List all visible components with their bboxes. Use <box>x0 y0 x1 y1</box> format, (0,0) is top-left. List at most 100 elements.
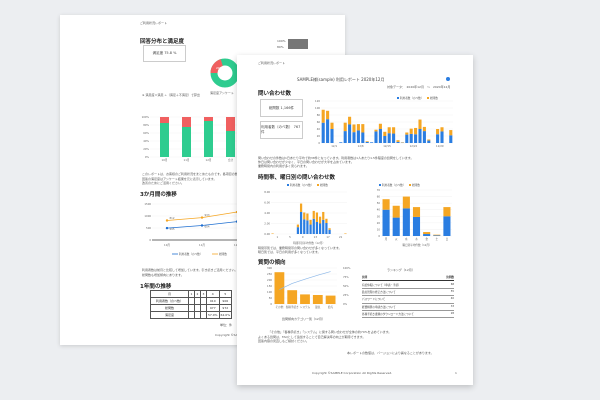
tick-label: 11月 <box>199 243 205 247</box>
tick-label: 50 <box>377 201 381 205</box>
bar-segment-users <box>405 134 409 143</box>
tick-label: 12/15 <box>383 144 391 148</box>
bar-segment-questions <box>378 123 382 129</box>
table-row: 利用者数（のべ数） 910 906 <box>150 297 233 305</box>
bar-segment-users <box>409 133 413 143</box>
tick-label: 0 <box>318 141 320 145</box>
tick-label: 100 <box>267 290 272 294</box>
table-cell: 972 <box>218 304 233 312</box>
tick-label: 10月 <box>162 158 168 162</box>
paragraph-line: 業務時間内の利用が多く見られます。 <box>258 164 309 168</box>
bar-segment-users <box>322 219 325 234</box>
tick-label: 12/22 <box>410 144 418 148</box>
legend-label: 80% <box>277 45 284 49</box>
tick-label: 150 <box>267 284 272 288</box>
tick-label: 火 <box>395 237 398 241</box>
paragraph-line: よくある質問は、FAQとして追加することで自己解決率の向上が期待できます。 <box>258 334 366 339</box>
tick-label: 12月 <box>206 158 212 162</box>
tick-label: 木 <box>415 237 418 241</box>
table-cell: 総問数 <box>150 304 189 312</box>
bar-segment-users <box>339 142 343 143</box>
tick-label: 300 <box>267 266 272 270</box>
tick-label: 50% <box>343 284 349 288</box>
tick-label: 70 <box>377 188 381 192</box>
axis-label: 質問傾向カテゴリー別（12月） <box>282 317 325 321</box>
table-row: 総問数 977 972 <box>150 304 233 312</box>
paragraph-line: 休日は問い合わせが少なく、平日の問い合わせが大半を占めています。 <box>258 160 354 164</box>
bar-segment-users <box>325 222 328 234</box>
table-cell: 各種手続き書類のダウンロード方法について <box>362 313 414 317</box>
table-cell: パスワードについて <box>362 298 386 302</box>
bar-segment-users <box>343 131 347 143</box>
tick-label: 0% <box>145 155 150 159</box>
paragraph-line: 「その他」「各種手続き」「システム」に関する問い合わせが全体の約70%を占めてい… <box>268 330 392 334</box>
legend-label: 総問数 <box>320 183 328 187</box>
bar-segment-users <box>387 133 391 143</box>
table-cell: 55 <box>450 289 454 293</box>
table-cell: 質問数 <box>446 276 454 280</box>
bar-segment-satisfied <box>160 123 169 157</box>
question-trend-pareto-chart: 300 250 200 150 100 50 0 100% 75% 50% 25% 0% その他 各種手続… <box>267 266 351 309</box>
tick-label: 60 <box>317 120 321 124</box>
bar-segment-questions <box>306 213 309 221</box>
tick-label: 5 <box>289 235 291 239</box>
tick-label: 500 <box>146 226 151 230</box>
hourly-inquiries-chart: 利用者数（のべ数） 総問数 8.00 6.00 4.00 2.00 0.00 1 5 9 13 17 2… <box>264 183 347 245</box>
pareto-bar <box>274 272 285 304</box>
tick-label: 8.00 <box>264 190 270 194</box>
bar-segment-questions <box>271 233 274 234</box>
legend-swatch <box>379 184 381 186</box>
bar-segment-questions <box>433 234 441 236</box>
bar-segment-questions <box>352 124 356 133</box>
legend-label: 利用者数（のべ数） <box>382 183 405 187</box>
tick-label: 12/8 <box>358 144 364 148</box>
bar-segment-questions <box>299 203 303 212</box>
bar-segment-users <box>296 227 300 234</box>
table-row: 満足度 57.0% 62.0% <box>150 311 233 319</box>
tick-label: 60% <box>143 131 149 135</box>
satisfaction-box: 満足度 75.8 % <box>143 45 186 62</box>
bar-segment-users <box>392 217 400 236</box>
data-point <box>200 224 204 227</box>
bar-segment-users <box>318 223 322 234</box>
bar-segment-questions <box>312 210 315 219</box>
legend-swatch <box>287 184 289 186</box>
legend-bar <box>288 39 308 49</box>
bar-segment-users <box>299 211 303 234</box>
legend-label: 総問数 <box>219 252 227 256</box>
tick-label: 100 <box>315 106 320 110</box>
table-cell: 910 <box>206 297 220 305</box>
bar-segment-questions <box>409 128 413 134</box>
bar-segment-users <box>383 136 387 143</box>
bar-segment-questions <box>449 130 453 136</box>
tick-label: 0.00 <box>264 232 270 236</box>
bar-segment-users <box>352 132 356 143</box>
tick-label: 495 <box>170 227 175 231</box>
report-title: SAMPLE様(sample) 利用レポート 2020年12月 <box>297 77 385 82</box>
bar-segment-questions <box>343 122 347 132</box>
bar-segment-questions <box>326 110 330 120</box>
bar-segment-users <box>370 142 374 143</box>
three-month-line-chart: 1500100050004956047678129331,16610月11月12… <box>144 202 252 256</box>
tick-label: 0 <box>149 238 151 242</box>
data-point <box>165 219 169 222</box>
paragraph: このレポートは、お客様のご利用状況をまとめたものです。各項目の数値は集計期間内の… <box>142 172 303 186</box>
tick-label: 13 <box>314 235 318 239</box>
cumulative-line <box>279 271 331 290</box>
bar-segment-satisfied <box>226 131 235 157</box>
tick-label: 12/1 <box>331 144 337 148</box>
bar-segment-questions <box>309 219 312 225</box>
bar-segment-questions <box>303 212 306 220</box>
table-cell: 経費精算の申請方法について <box>362 305 396 309</box>
tick-label: 100% <box>343 266 351 270</box>
tick-label: 80 <box>317 113 321 117</box>
bar-segment-users <box>443 216 451 236</box>
tick-label: 各種手続き <box>286 305 299 309</box>
bar-segment-users <box>365 141 369 143</box>
bar-segment-questions <box>374 129 378 132</box>
bar-segment-users <box>321 122 325 143</box>
section-heading: 質問の傾向 <box>258 260 286 266</box>
tick-label: 40% <box>143 139 149 143</box>
tick-label: 604 <box>205 225 210 229</box>
